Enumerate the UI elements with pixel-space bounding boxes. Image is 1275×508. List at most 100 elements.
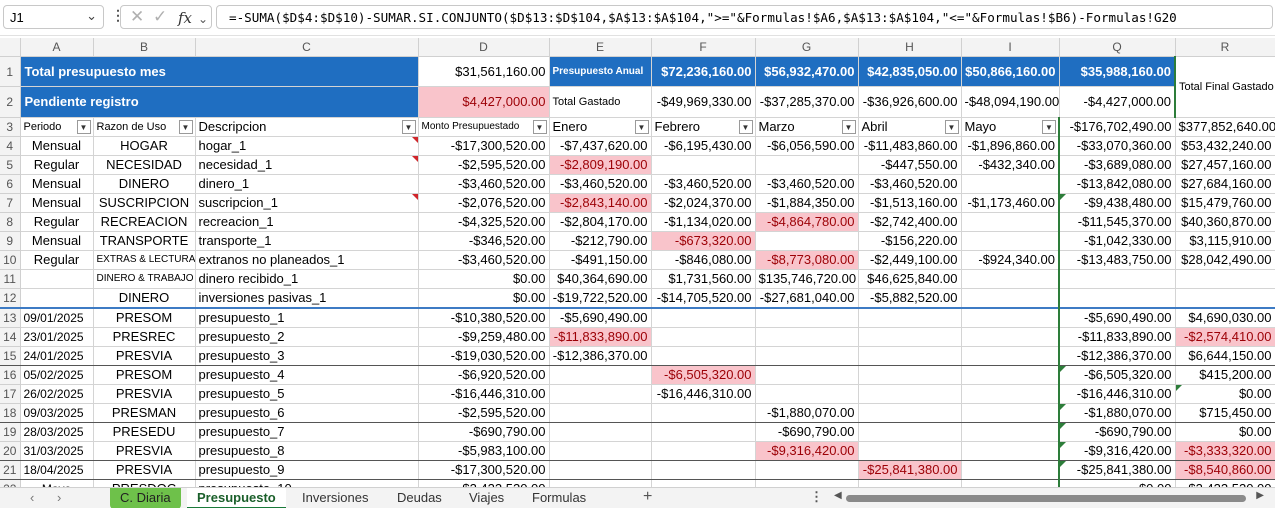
filter-dropdown-icon[interactable]: ▼ <box>76 119 91 134</box>
row-header[interactable]: 11 <box>0 269 21 289</box>
descripcion-cell[interactable]: presupuesto_2 <box>195 327 419 347</box>
marzo-cell[interactable] <box>755 327 859 347</box>
abril-cell[interactable] <box>858 422 962 442</box>
row-header[interactable]: 13 <box>0 306 21 328</box>
enero-cell[interactable] <box>549 441 652 461</box>
month-budget-cell[interactable]: $35,988,160.00 <box>1059 56 1176 88</box>
diferencia-cell[interactable]: $0.00 <box>1175 422 1275 442</box>
febrero-cell[interactable]: -$846,080.00 <box>651 250 756 270</box>
abril-cell[interactable]: -$2,742,400.00 <box>858 212 962 232</box>
enero-cell[interactable]: -$2,843,140.00 <box>549 193 652 213</box>
total-final-cell[interactable]: -$9,316,420.00 <box>1058 441 1176 461</box>
periodo-cell[interactable]: 26/02/2025 <box>20 384 94 404</box>
enero-cell[interactable]: -$212,790.00 <box>549 231 652 251</box>
monto-cell[interactable]: -$2,422,520.00 <box>418 479 550 487</box>
total-final-cell[interactable] <box>1058 269 1176 289</box>
descripcion-cell[interactable]: dinero_1 <box>195 174 419 194</box>
periodo-cell[interactable]: Mayo <box>20 479 94 487</box>
filter-dropdown-icon[interactable]: ▼ <box>1042 119 1056 134</box>
abril-cell[interactable] <box>858 384 962 404</box>
diferencia-cell[interactable]: $27,457,160.00 <box>1175 155 1275 175</box>
diferencia-cell[interactable]: -$3,333,320.00 <box>1175 441 1275 461</box>
mayo-cell[interactable]: -$1,173,460.00 <box>961 193 1060 213</box>
marzo-cell[interactable] <box>755 306 859 328</box>
total-final-cell[interactable]: -$13,483,750.00 <box>1058 250 1176 270</box>
enero-cell[interactable] <box>549 384 652 404</box>
mayo-cell[interactable]: -$1,896,860.00 <box>961 136 1060 156</box>
mayo-cell[interactable] <box>961 365 1060 385</box>
total-final-cell[interactable]: -$12,386,370.00 <box>1058 346 1176 366</box>
razon-cell[interactable]: NECESIDAD <box>93 155 196 175</box>
abril-cell[interactable] <box>858 441 962 461</box>
periodo-cell[interactable]: Regular <box>20 212 94 232</box>
total-final-cell[interactable]: -$11,833,890.00 <box>1058 327 1176 347</box>
marzo-cell[interactable]: -$4,864,780.00 <box>755 212 859 232</box>
enero-cell[interactable]: -$2,804,170.00 <box>549 212 652 232</box>
diferencia-cell[interactable]: -$2,574,410.00 <box>1175 327 1275 347</box>
monto-cell[interactable]: -$346,520.00 <box>418 231 550 251</box>
row-header[interactable]: 16 <box>0 365 21 385</box>
column-header[interactable]: R <box>1175 38 1275 57</box>
column-header[interactable]: E <box>549 38 652 57</box>
month-header[interactable]: Mayo ▼ <box>961 117 1060 137</box>
enero-cell[interactable] <box>549 479 652 487</box>
enero-cell[interactable]: -$5,690,490.00 <box>549 306 652 328</box>
periodo-cell[interactable]: 24/01/2025 <box>20 346 94 366</box>
chevron-down-icon[interactable]: ⌄ <box>198 12 209 26</box>
enero-cell[interactable] <box>549 365 652 385</box>
diferencia-cell[interactable]: $3,115,910.00 <box>1175 231 1275 251</box>
periodo-header[interactable]: Periodo ▼ <box>20 117 94 137</box>
row-header[interactable]: 6 <box>0 174 21 194</box>
mayo-cell[interactable] <box>961 479 1060 487</box>
horizontal-scrollbar[interactable]: ◀ ▶ <box>834 490 1264 504</box>
monto-cell[interactable]: -$17,300,520.00 <box>418 460 550 480</box>
total-presupuesto-value[interactable]: $31,561,160.00 <box>418 56 550 88</box>
periodo-cell[interactable]: Mensual <box>20 174 94 194</box>
column-header[interactable]: Q <box>1059 38 1176 57</box>
row-header[interactable]: 14 <box>0 327 21 347</box>
periodo-cell[interactable]: Mensual <box>20 231 94 251</box>
scrollbar-thumb[interactable] <box>846 495 1246 502</box>
mayo-cell[interactable]: -$432,340.00 <box>961 155 1060 175</box>
razon-header[interactable]: Razon de Uso ▼ <box>93 117 196 137</box>
marzo-cell[interactable] <box>755 155 859 175</box>
marzo-cell[interactable]: -$1,884,350.00 <box>755 193 859 213</box>
row-header[interactable]: 9 <box>0 231 21 251</box>
descripcion-cell[interactable]: necesidad_1 <box>195 155 419 175</box>
periodo-cell[interactable]: 31/03/2025 <box>20 441 94 461</box>
monto-cell[interactable]: -$4,325,520.00 <box>418 212 550 232</box>
periodo-cell[interactable]: 05/02/2025 <box>20 365 94 385</box>
descripcion-cell[interactable]: extranos no planeados_1 <box>195 250 419 270</box>
marzo-cell[interactable]: -$27,681,040.00 <box>755 288 859 308</box>
razon-cell[interactable]: DINERO <box>93 288 196 308</box>
descripcion-cell[interactable]: presupuesto_7 <box>195 422 419 442</box>
descripcion-header[interactable]: Descripcion ▼ <box>195 117 419 137</box>
total-final-cell[interactable]: -$11,545,370.00 <box>1058 212 1176 232</box>
descripcion-cell[interactable]: presupuesto_3 <box>195 346 419 366</box>
enero-cell[interactable]: -$3,460,520.00 <box>549 174 652 194</box>
row-header[interactable]: 21 <box>0 460 21 480</box>
month-spent-cell[interactable]: -$37,285,370.00 <box>755 86 859 118</box>
febrero-cell[interactable] <box>651 155 756 175</box>
mayo-cell[interactable]: -$924,340.00 <box>961 250 1060 270</box>
mayo-cell[interactable] <box>961 346 1060 366</box>
row-header[interactable]: 4 <box>0 136 21 156</box>
razon-cell[interactable]: PRESVIA <box>93 460 196 480</box>
total-final-cell[interactable]: -$25,841,380.00 <box>1058 460 1176 480</box>
razon-cell[interactable]: EXTRAS & LECTURA <box>93 250 196 270</box>
marzo-cell[interactable]: -$6,056,590.00 <box>755 136 859 156</box>
insert-function-icon[interactable]: fx <box>178 9 193 27</box>
marzo-cell[interactable]: -$8,773,080.00 <box>755 250 859 270</box>
total-r-cell[interactable]: $377,852,640.00 <box>1175 117 1275 137</box>
filter-dropdown-icon[interactable]: ▼ <box>178 119 193 134</box>
febrero-cell[interactable]: -$14,705,520.00 <box>651 288 756 308</box>
total-presupuesto-label[interactable]: Total presupuesto mes <box>20 56 419 88</box>
descripcion-cell[interactable]: recreacion_1 <box>195 212 419 232</box>
enero-cell[interactable] <box>549 422 652 442</box>
month-header[interactable]: Marzo ▼ <box>755 117 859 137</box>
diferencia-cell[interactable]: $53,432,240.00 <box>1175 136 1275 156</box>
total-final-cell[interactable]: -$1,042,330.00 <box>1058 231 1176 251</box>
total-final-cell[interactable]: -$16,446,310.00 <box>1058 384 1176 404</box>
febrero-cell[interactable] <box>651 422 756 442</box>
abril-cell[interactable] <box>858 403 962 423</box>
